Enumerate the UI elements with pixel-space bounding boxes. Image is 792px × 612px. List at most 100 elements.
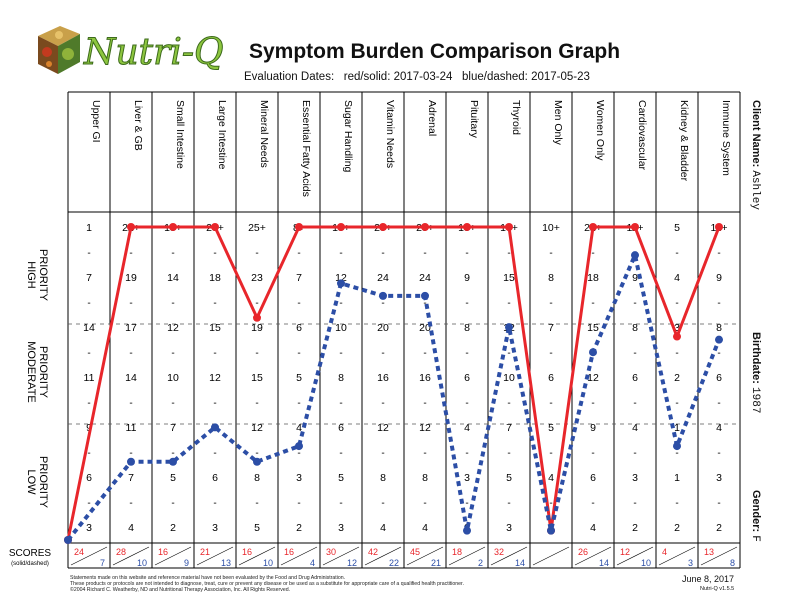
- scale-tick-mark: -: [675, 298, 678, 309]
- red-series-point: [211, 223, 219, 231]
- scale-tick-mark: -: [213, 348, 216, 359]
- scale-label: 11: [84, 372, 95, 384]
- scale-tick-mark: -: [465, 298, 468, 309]
- scale-tick-mark: -: [129, 498, 132, 509]
- scale-label: 5: [548, 422, 554, 434]
- scale-tick-mark: -: [255, 398, 258, 409]
- blue-score: 22: [389, 558, 399, 568]
- category-label: Sugar Handling: [342, 100, 354, 173]
- scale-label: 3: [464, 472, 470, 484]
- score-divider: [490, 546, 528, 566]
- score-divider: [154, 546, 192, 566]
- red-score: 16: [284, 547, 294, 557]
- blue-series-point: [421, 291, 429, 300]
- scale-tick-mark: -: [507, 398, 510, 409]
- blue-score: 10: [263, 558, 273, 568]
- scale-tick-mark: -: [423, 498, 426, 509]
- score-divider: [280, 546, 318, 566]
- scale-tick-mark: -: [675, 398, 678, 409]
- scale-tick-mark: -: [213, 398, 216, 409]
- chart-grid: [67, 91, 741, 569]
- scale-tick-mark: -: [591, 498, 594, 509]
- red-series-point: [589, 223, 597, 231]
- scale-tick-mark: -: [549, 298, 552, 309]
- red-score: 45: [410, 547, 420, 557]
- scale-tick-mark: -: [339, 298, 342, 309]
- scale-label: 9: [590, 422, 596, 434]
- priority-zone-label: LOW: [25, 469, 37, 495]
- score-divider: [364, 546, 402, 566]
- scale-label: 7: [128, 472, 134, 484]
- blue-series-point: [169, 457, 177, 466]
- blue-score: 10: [641, 558, 651, 568]
- scale-label: 7: [548, 322, 554, 334]
- score-divider: [196, 546, 234, 566]
- scale-label: 12: [209, 372, 221, 384]
- birthdate-label: Birthdate:: [750, 332, 762, 384]
- red-series-point: [421, 223, 429, 231]
- scale-label: 5: [506, 472, 512, 484]
- birthdate-value: 1987: [749, 387, 761, 414]
- red-score: 16: [242, 547, 252, 557]
- scale-label: 9: [716, 272, 722, 284]
- scale-tick-mark: -: [297, 348, 300, 359]
- scale-label: 7: [86, 272, 92, 284]
- scale-tick-mark: -: [339, 348, 342, 359]
- scale-label: 20: [377, 322, 389, 334]
- scale-label: 6: [590, 472, 596, 484]
- scale-label: 6: [212, 472, 218, 484]
- scale-label: 8: [464, 322, 470, 334]
- scale-label: 24: [377, 272, 389, 284]
- category-labels: Upper GI Liver & GB Small Intestine Large I…: [90, 100, 732, 197]
- red-score: 12: [620, 547, 630, 557]
- red-score: 28: [116, 547, 126, 557]
- scale-label: 14: [125, 372, 137, 384]
- blue-score: 7: [100, 558, 105, 568]
- scale-label: 9: [632, 272, 638, 284]
- scale-tick-mark: -: [507, 448, 510, 459]
- red-score: 4: [662, 547, 667, 557]
- scale-label: 14: [83, 322, 95, 334]
- scale-label: 6: [632, 372, 638, 384]
- blue-series-point: [127, 457, 135, 466]
- scale-tick-mark: -: [549, 448, 552, 459]
- blue-series-point: [631, 251, 639, 260]
- scale-label: 23: [251, 272, 263, 284]
- scale-label: 12: [377, 422, 389, 434]
- scale-tick-mark: -: [213, 448, 216, 459]
- scale-tick-mark: -: [591, 448, 594, 459]
- scale-tick-mark: -: [507, 298, 510, 309]
- scale-tick-mark: -: [171, 348, 174, 359]
- scale-tick-mark: -: [129, 398, 132, 409]
- evaluation-label: Evaluation Dates:: [244, 71, 335, 83]
- blue-score: 9: [184, 558, 189, 568]
- client-name-label: Client Name:: [750, 100, 762, 168]
- scale-tick-mark: -: [129, 298, 132, 309]
- scale-label: 19: [125, 272, 137, 284]
- scale-label: 11: [126, 422, 137, 434]
- scale-tick-mark: -: [549, 348, 552, 359]
- scale-label: 7: [170, 422, 176, 434]
- scale-tick-mark: -: [339, 498, 342, 509]
- scale-tick-mark: -: [675, 448, 678, 459]
- scale-tick-mark: -: [129, 348, 132, 359]
- scale-label: 8: [254, 472, 260, 484]
- blue-score: 14: [515, 558, 525, 568]
- gender-block: Gender: F: [749, 490, 762, 542]
- scale-tick-mark: -: [549, 248, 552, 259]
- scale-tick-mark: -: [465, 348, 468, 359]
- blue-score: 13: [221, 558, 231, 568]
- scale-label: 4: [128, 522, 134, 534]
- scale-label: 10+: [542, 222, 560, 234]
- red-series-point: [715, 223, 723, 231]
- evaluation-dates: Evaluation Dates: red/solid: 2017-03-24 …: [244, 71, 590, 83]
- blue-series-point: [379, 291, 387, 300]
- category-label: Large Intestine: [216, 100, 228, 170]
- client-name-value: Ashley: [749, 170, 761, 210]
- scale-label: 14: [167, 272, 179, 284]
- nutriq-logo: Nutri-Q: [38, 26, 224, 74]
- scale-tick-mark: -: [381, 498, 384, 509]
- scale-tick-mark: -: [633, 348, 636, 359]
- scores-sublabel: (solid/dashed): [11, 561, 49, 567]
